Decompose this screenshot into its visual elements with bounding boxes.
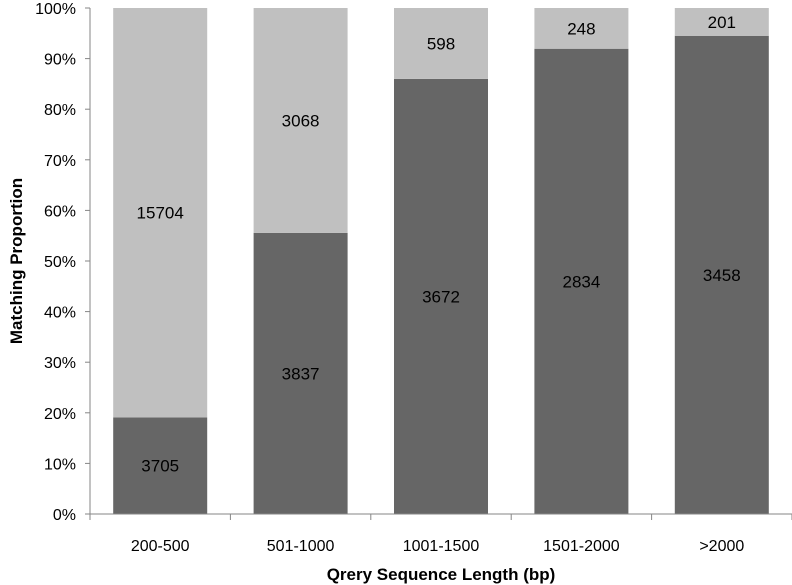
bar-segment-2-1 bbox=[113, 8, 208, 418]
y-tick-label-8: 70% bbox=[44, 153, 76, 170]
data-label-2-5: 201 bbox=[708, 13, 736, 32]
y-tick-label-7: 60% bbox=[44, 203, 76, 220]
x-tick-label-1: 200-500 bbox=[131, 538, 190, 555]
bar-segment-1-1 bbox=[113, 417, 208, 514]
y-tick-label-3: 20% bbox=[44, 406, 76, 423]
x-axis-title: Qrery Sequence Length (bp) bbox=[327, 565, 556, 584]
data-label-2-1: 15704 bbox=[137, 204, 184, 223]
x-tick-label-2: 501-1000 bbox=[267, 538, 335, 555]
y-tick-label-1: 0% bbox=[53, 507, 76, 524]
data-label-1-5: 3458 bbox=[703, 266, 741, 285]
x-tick-label-5: >2000 bbox=[699, 538, 744, 555]
data-labels-layer: 3705 15704 3837 3068 3672 598 2834 248 3458 201 bbox=[137, 13, 741, 476]
bar-segment-1-2 bbox=[253, 232, 348, 515]
data-label-1-4: 2834 bbox=[562, 272, 600, 291]
x-tick-label-4: 1501-2000 bbox=[543, 538, 620, 555]
y-tick-label-6: 50% bbox=[44, 254, 76, 271]
bar-segment-2-3 bbox=[394, 8, 488, 79]
bar-segment-1-3 bbox=[394, 78, 488, 514]
y-tick-label-11: 100% bbox=[35, 1, 76, 18]
data-label-2-3: 598 bbox=[427, 34, 455, 53]
bar-segment-2-4 bbox=[534, 8, 629, 49]
y-tick-label-5: 40% bbox=[44, 305, 76, 322]
y-tick-label-2: 10% bbox=[44, 456, 76, 473]
x-tick-label-3: 1001-1500 bbox=[403, 538, 480, 555]
bar-segment-2-5 bbox=[674, 8, 769, 36]
y-axis-title: Matching Proportion bbox=[7, 178, 26, 344]
bar-segment-2-2 bbox=[253, 8, 348, 233]
bar-segment-1-4 bbox=[534, 48, 629, 514]
data-label-1-3: 3672 bbox=[422, 287, 460, 306]
data-label-1-1: 3705 bbox=[141, 457, 179, 476]
data-label-1-2: 3837 bbox=[282, 364, 320, 383]
y-tick-label-10: 90% bbox=[44, 52, 76, 69]
data-label-2-4: 248 bbox=[567, 19, 595, 38]
axis-layer: 200-500 501-1000 1001-1500 1501-2000 >2000 0%… bbox=[35, 1, 792, 555]
y-tick-label-4: 30% bbox=[44, 355, 76, 372]
bar-segment-1-5 bbox=[674, 35, 769, 515]
data-label-2-2: 3068 bbox=[282, 111, 320, 130]
bars-layer bbox=[113, 8, 769, 515]
y-tick-label-9: 80% bbox=[44, 102, 76, 119]
